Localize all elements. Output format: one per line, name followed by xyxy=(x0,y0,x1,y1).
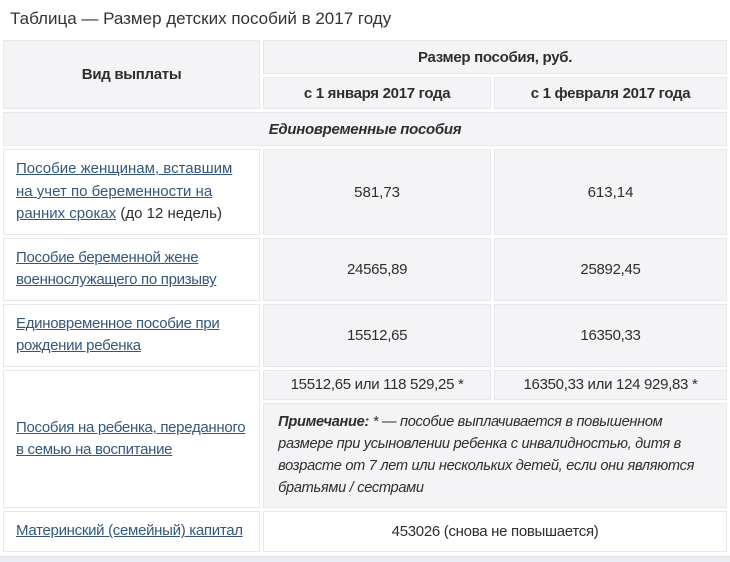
benefit-label-cell: Материнский (семейный) капитал xyxy=(3,511,261,552)
note-cell: Примечание: * — пособие выплачивается в … xyxy=(263,402,727,509)
header-row-1: Вид выплаты Размер пособия, руб. xyxy=(3,40,727,110)
benefit-link[interactable]: Пособие женщинам, вставшим на учет по бе… xyxy=(16,160,233,223)
column-header-size-group: Размер пособия, руб. xyxy=(263,40,727,75)
benefit-label-cell: Пособия на ребенка, переданного в семью … xyxy=(3,369,261,509)
value-january: 581,73 xyxy=(263,149,492,235)
value-january: 24565,89 xyxy=(263,237,492,301)
section-row: Единовременные пособия xyxy=(3,112,727,147)
bottom-divider xyxy=(0,555,730,562)
benefit-label-cell: Единовременное пособие при рождении ребе… xyxy=(3,303,261,367)
note-label: Примечание: xyxy=(278,413,370,430)
value-january: 15512,65 xyxy=(263,303,492,367)
benefit-label-cell: Пособие женщинам, вставшим на учет по бе… xyxy=(3,149,261,235)
benefit-link[interactable]: Пособия на ребенка, переданного в семью … xyxy=(16,418,246,459)
value-january: 15512,65 или 118 529,25 * xyxy=(263,369,492,400)
value-merged: 453026 (снова не повышается) xyxy=(263,511,727,552)
table-row: Материнский (семейный) капитал 453026 (с… xyxy=(3,511,727,552)
benefit-label-cell: Пособие беременной жене военнослужащего … xyxy=(3,237,261,301)
section-title: Единовременные пособия xyxy=(3,112,727,147)
table-row: Единовременное пособие при рождении ребе… xyxy=(3,303,727,367)
column-header-kind: Вид выплаты xyxy=(3,40,261,110)
column-header-january: с 1 января 2017 года xyxy=(263,77,492,110)
page-title: Таблица — Размер детских пособий в 2017 … xyxy=(10,9,392,28)
value-february: 16350,33 xyxy=(494,303,727,367)
header-row-2: с 1 января 2017 года с 1 февраля 2017 го… xyxy=(3,77,727,110)
table-row: Пособия на ребенка, переданного в семью … xyxy=(3,369,727,509)
value-february: 16350,33 или 124 929,83 * xyxy=(494,369,727,400)
benefit-link[interactable]: Материнский (семейный) капитал xyxy=(16,522,243,540)
column-header-february: с 1 февраля 2017 года xyxy=(494,77,727,110)
benefit-label-suffix: (до 12 недель) xyxy=(116,205,222,223)
table-row: Пособие женщинам, вставшим на учет по бе… xyxy=(3,149,727,235)
benefit-link[interactable]: Пособие беременной жене военнослужащего … xyxy=(16,248,217,289)
benefits-table: Вид выплаты Размер пособия, руб. с 1 янв… xyxy=(0,37,730,555)
table-row: Пособие беременной жене военнослужащего … xyxy=(3,237,727,301)
value-february: 25892,45 xyxy=(494,237,727,301)
benefit-link[interactable]: Единовременное пособие при рождении ребе… xyxy=(16,314,220,355)
value-february: 613,14 xyxy=(494,149,727,235)
